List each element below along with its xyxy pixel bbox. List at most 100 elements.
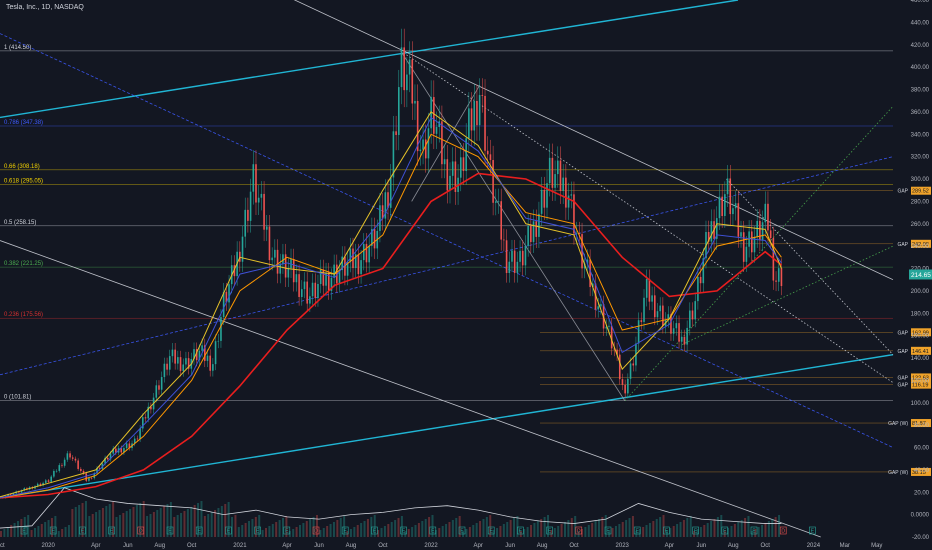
fib-level-label: 0.5 (258.15) bbox=[4, 220, 36, 226]
volume-bar bbox=[37, 526, 40, 537]
candle-body bbox=[702, 258, 705, 284]
volume-bar bbox=[0, 531, 2, 537]
candle-body bbox=[656, 311, 659, 318]
candle-body bbox=[643, 297, 645, 322]
candle-body bbox=[379, 205, 381, 231]
candle-body bbox=[144, 417, 147, 419]
volume-bar bbox=[747, 516, 750, 537]
candle-body bbox=[150, 406, 152, 410]
volume-bar bbox=[740, 520, 743, 537]
candle-body bbox=[640, 320, 643, 322]
volume-bar bbox=[445, 524, 448, 537]
event-marker-label: E bbox=[256, 529, 260, 535]
time-tick-label: Aug bbox=[728, 543, 739, 549]
candle-body bbox=[478, 95, 481, 126]
volume-bar bbox=[91, 514, 94, 537]
candle-body bbox=[368, 245, 370, 263]
white-dotted-from-high-trendline bbox=[400, 50, 894, 383]
current-price-badge bbox=[909, 269, 932, 280]
candle-body bbox=[120, 448, 123, 453]
volume-bar bbox=[506, 522, 509, 537]
candle-body bbox=[214, 341, 217, 365]
candle-body bbox=[317, 283, 319, 299]
volume-bar bbox=[13, 523, 16, 537]
candle-body bbox=[503, 239, 505, 241]
event-marker-box bbox=[283, 526, 291, 535]
candle-body bbox=[179, 357, 182, 371]
thin-zigzag-1-trendline bbox=[400, 50, 626, 401]
candle-body bbox=[546, 183, 548, 208]
volume-bar bbox=[699, 527, 702, 537]
candle-body bbox=[562, 177, 564, 192]
candle-body bbox=[9, 494, 12, 496]
volume-bar bbox=[774, 517, 777, 537]
candle-body bbox=[468, 108, 470, 139]
volume-bar bbox=[451, 520, 454, 537]
volume-bar bbox=[489, 515, 492, 537]
volume-bar bbox=[778, 515, 781, 537]
volume-bar bbox=[237, 527, 240, 537]
volume-bar bbox=[394, 520, 397, 537]
gap-label-text: GAP (W) bbox=[888, 470, 908, 476]
volume-bar bbox=[553, 528, 556, 537]
event-marker-box bbox=[166, 526, 174, 535]
candle-body bbox=[575, 233, 578, 234]
event-marker-label: E bbox=[285, 529, 289, 535]
price-tick-label: 460.00 bbox=[911, 0, 930, 4]
time-tick-label: 2022 bbox=[424, 543, 438, 549]
moving-average-orange-line bbox=[0, 133, 782, 499]
candle-body bbox=[699, 276, 702, 284]
price-tick-label: 380.00 bbox=[911, 88, 930, 94]
candle-body bbox=[689, 310, 691, 328]
candle-body bbox=[419, 149, 422, 152]
candle-body bbox=[532, 221, 535, 243]
candle-body bbox=[193, 349, 195, 359]
event-marker-box bbox=[663, 526, 670, 535]
candle-body bbox=[360, 260, 362, 275]
volume-bar bbox=[326, 526, 329, 537]
candle-body bbox=[252, 164, 255, 192]
volume-bar bbox=[360, 523, 363, 537]
candle-body bbox=[338, 270, 341, 284]
candle-body bbox=[228, 284, 230, 303]
time-axis[interactable]: Oct 2020 Apr Jun Aug Oct 2021 Apr Jun Aug Oct 2022 A… bbox=[0, 543, 882, 549]
candle-body bbox=[454, 161, 457, 192]
volume-bar bbox=[567, 520, 570, 537]
volume-bar bbox=[771, 519, 774, 537]
candle-body bbox=[220, 317, 222, 341]
candle-body bbox=[734, 203, 737, 209]
volume-bar bbox=[703, 525, 706, 537]
candle-body bbox=[403, 47, 405, 91]
oscillator-pane bbox=[0, 487, 782, 529]
time-tick-label: Mar bbox=[840, 543, 850, 549]
candle-body bbox=[249, 191, 252, 221]
volume-bar bbox=[278, 520, 281, 537]
volume-bar bbox=[560, 524, 563, 537]
candle-body bbox=[187, 358, 190, 369]
candle-body bbox=[303, 281, 306, 290]
volume-bar bbox=[332, 522, 335, 537]
candle-body bbox=[88, 477, 90, 481]
candle-body bbox=[548, 157, 551, 184]
candle-body bbox=[209, 355, 211, 371]
event-marker-label: E bbox=[460, 529, 464, 535]
candle-body bbox=[311, 282, 314, 297]
volume-bar bbox=[132, 507, 135, 537]
candle-body bbox=[77, 460, 79, 469]
event-marker-box bbox=[487, 526, 495, 535]
volume-bar bbox=[98, 510, 101, 537]
volume-bar bbox=[502, 524, 505, 537]
volume-bar bbox=[604, 515, 607, 537]
candle-body bbox=[433, 97, 435, 134]
volume-bar bbox=[231, 517, 234, 537]
volume-bar bbox=[115, 517, 118, 537]
candle-body bbox=[244, 209, 247, 237]
volume-bar bbox=[414, 525, 417, 537]
candle-body bbox=[624, 384, 626, 394]
candle-body bbox=[476, 100, 478, 126]
moving-average-yellow-line bbox=[0, 111, 782, 498]
volume-bar bbox=[180, 513, 183, 537]
volume-bar bbox=[285, 516, 288, 537]
